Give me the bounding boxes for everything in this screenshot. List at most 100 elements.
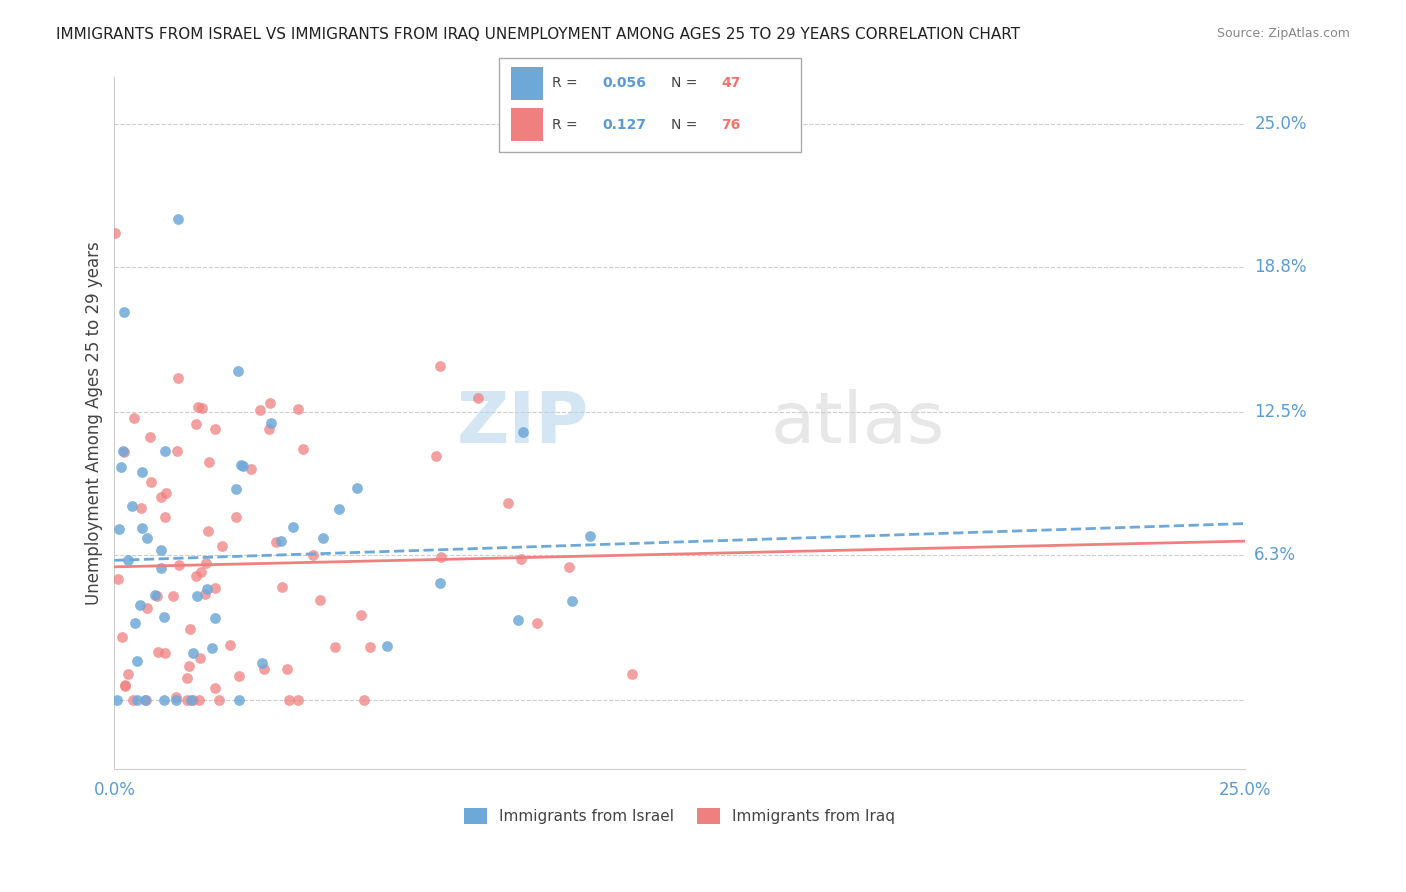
Point [150,561,173,575]
Point [187,400,209,414]
Point [127,693,149,707]
Point [176,693,198,707]
Point [277,693,299,707]
FancyBboxPatch shape [510,108,544,141]
Point [166,371,188,385]
Point [211,540,233,554]
Point [228,669,250,683]
Point [208,693,231,707]
Legend: Immigrants from Israel, Immigrants from Iraq: Immigrants from Israel, Immigrants from … [464,808,896,824]
Point [188,650,211,665]
Point [176,671,198,685]
Point [122,411,145,425]
Point [249,403,271,417]
Point [302,549,325,563]
Point [621,666,644,681]
Text: 0.056: 0.056 [603,76,647,90]
Point [148,645,170,659]
Point [225,509,247,524]
Point [496,496,519,510]
Point [128,599,150,613]
Point [153,509,176,524]
Text: 25.0%: 25.0% [1219,780,1271,799]
Text: R =: R = [553,76,578,90]
Point [131,501,153,516]
Point [526,616,548,631]
Point [510,552,533,566]
Text: ZIP: ZIP [457,389,589,458]
Point [259,396,281,410]
Point [111,630,134,644]
Text: 0.127: 0.127 [603,118,647,132]
Point [184,417,207,431]
Point [127,654,149,668]
Point [167,211,190,226]
Point [204,581,226,595]
Point [197,524,219,539]
Point [112,444,135,458]
Point [162,589,184,603]
Point [350,607,373,622]
Point [134,693,156,707]
Point [429,359,451,373]
Text: 12.5%: 12.5% [1254,403,1308,421]
Point [186,589,208,603]
Point [353,693,375,707]
Point [260,416,283,430]
Point [155,486,177,500]
Point [375,639,398,653]
Point [197,455,219,469]
Text: R =: R = [553,118,578,132]
Point [169,558,191,573]
Point [135,531,157,545]
Point [124,616,146,631]
Point [153,646,176,660]
Point [308,592,330,607]
Point [179,622,201,636]
Point [177,658,200,673]
Point [346,481,368,495]
Point [110,460,132,475]
Point [139,475,162,490]
Point [225,482,247,496]
Text: 18.8%: 18.8% [1254,258,1306,276]
Text: 47: 47 [721,76,741,90]
Point [425,450,447,464]
Point [429,575,451,590]
Point [287,401,309,416]
Point [512,425,534,440]
Point [276,662,298,676]
Text: IMMIGRANTS FROM ISRAEL VS IMMIGRANTS FROM IRAQ UNEMPLOYMENT AMONG AGES 25 TO 29 : IMMIGRANTS FROM ISRAEL VS IMMIGRANTS FRO… [56,27,1021,42]
Point [467,391,489,405]
Point [149,490,172,504]
Point [231,458,253,472]
Point [204,422,226,436]
Point [112,305,135,319]
Point [152,610,174,624]
Point [325,640,347,654]
Point [146,590,169,604]
Point [204,681,226,696]
Point [194,587,217,601]
Y-axis label: Unemployment Among Ages 25 to 29 years: Unemployment Among Ages 25 to 29 years [86,242,103,606]
Text: 25.0%: 25.0% [1254,114,1306,133]
Point [226,364,249,378]
Point [139,430,162,444]
Text: 6.3%: 6.3% [1254,546,1296,564]
Point [108,522,131,536]
Point [165,693,187,707]
Point [107,572,129,586]
Point [204,611,226,625]
Point [104,226,127,240]
Point [312,532,335,546]
Point [134,693,156,707]
Text: N =: N = [671,76,697,90]
Point [136,601,159,615]
Point [429,549,451,564]
Text: atlas: atlas [770,389,945,458]
Point [105,693,128,707]
Point [561,594,583,608]
Point [287,693,309,707]
Point [187,693,209,707]
Point [271,580,294,594]
